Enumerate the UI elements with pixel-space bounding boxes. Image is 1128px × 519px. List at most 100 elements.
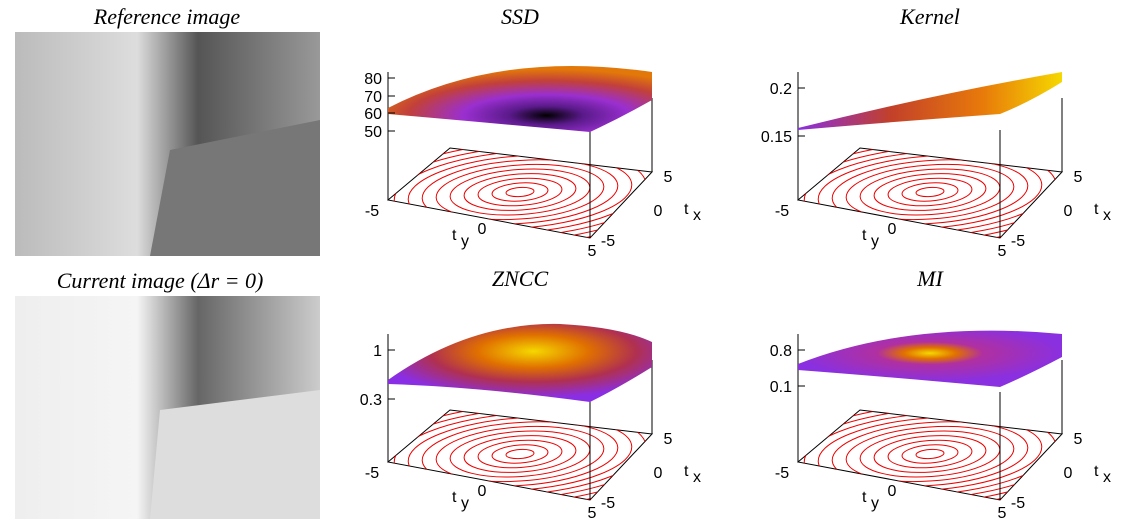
contour-line [803,412,1057,496]
contour-line [915,186,945,198]
z-tick-label: 70 [364,89,382,106]
surface [388,323,652,402]
contour-line [803,150,1057,234]
contours [798,410,1062,500]
plot-title: ZNCC [492,266,549,291]
contour-line [463,173,577,211]
contour-line [388,410,652,500]
contour-line [845,425,1015,483]
contour-line [477,439,563,469]
ty-tick-label: 0 [888,483,897,500]
contour-line [798,148,1062,238]
contour-line [831,159,1029,225]
contour-line [901,444,959,464]
ty-label-sub: y [871,233,879,250]
contour-line [491,182,549,202]
tx-tick-label: 0 [1064,465,1073,482]
contour-line [887,177,973,207]
contour-line [915,448,945,460]
tx-tick-label: 0 [654,465,663,482]
contour-line [798,410,1062,500]
ty-tick-label: 0 [478,221,487,238]
surface [798,72,1062,130]
surface [798,330,1062,387]
tx-tick-label: 0 [654,203,663,220]
z-tick-label: 0.3 [360,392,382,409]
tx-label: t [1094,201,1099,218]
reference-image-detail [150,120,320,256]
ty-tick-label: -5 [365,203,379,220]
ty-tick-label: 5 [998,243,1007,260]
contour-line [845,163,1015,221]
contour-line [798,148,1062,238]
contour-line [393,412,647,496]
z-tick-label: 0.15 [761,129,792,146]
contour-line [435,163,605,221]
tx-tick-label: -5 [601,495,615,512]
tx-tick-label: -5 [601,233,615,250]
z-tick-label: 0.2 [770,81,792,98]
contour-line [388,148,652,238]
ty-tick-label: -5 [775,203,789,220]
contour-line [388,410,652,500]
plot-title: Kernel [899,4,960,29]
tx-label-sub: x [693,469,701,486]
ty-tick-label: -5 [775,465,789,482]
tx-label-sub: x [693,207,701,224]
ty-label: t [452,489,457,506]
contour-line [388,148,652,238]
z-tick-label: 1 [373,343,382,360]
ty-tick-label: -5 [365,465,379,482]
z-tick-label: 80 [364,71,382,88]
contour-line [817,416,1043,492]
ty-label-sub: y [461,495,469,512]
image-title: Current image (Δr = 0) [57,268,264,293]
plot-title: SSD [501,4,539,29]
ty-tick-label: 0 [888,221,897,238]
contour-line [887,439,973,469]
surface [388,65,652,132]
contour-line [817,154,1043,230]
ty-label-sub: y [461,233,469,250]
contour-line [798,410,1062,500]
contour-line [463,435,577,473]
ty-label-sub: y [871,495,879,512]
contour-line [831,421,1029,487]
z-tick-label: 0.8 [770,343,792,360]
ty-label: t [862,489,867,506]
image-title: Reference image [93,4,241,29]
contour-line [505,448,535,460]
contours [798,148,1062,238]
z-tick-label: 50 [364,124,382,141]
base-plane [796,147,1064,239]
ty-tick-label: 0 [478,483,487,500]
contour-line [407,416,633,492]
tx-tick-label: 5 [1074,169,1083,186]
contour-line [873,173,987,211]
ty-label: t [452,227,457,244]
ty-tick-label: 5 [588,243,597,260]
contour-line [477,177,563,207]
plot-title: MI [916,266,944,291]
tx-label: t [684,463,689,480]
tx-label-sub: x [1103,207,1111,224]
contour-line [407,154,633,230]
tx-tick-label: -5 [1011,233,1025,250]
base-plane [796,409,1064,501]
ty-tick-label: 5 [588,505,597,519]
tx-label: t [684,201,689,218]
z-tick-label: 60 [364,106,382,123]
contour-line [393,150,647,234]
current-image-detail [150,390,320,519]
z-tick-label: 0.1 [770,379,792,396]
contours [388,148,652,238]
base-plane [386,147,654,239]
contours [388,410,652,500]
ty-label: t [862,227,867,244]
contour-line [421,159,619,225]
base-plane [386,409,654,501]
